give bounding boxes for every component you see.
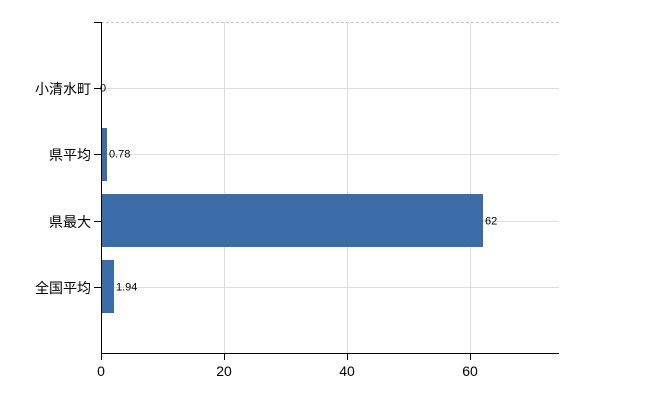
x-axis-tick-label: 60 [462,363,478,379]
y-axis-label: 全国平均 [35,280,91,296]
x-axis-tick-label: 20 [216,363,232,379]
x-axis-tick [224,354,225,360]
y-axis-tick [94,154,101,155]
gridline-horizontal [101,88,559,89]
plot-top-border [101,22,559,23]
y-axis-tick [94,88,101,89]
gridline-horizontal [101,154,559,155]
bar-value-label: 1.94 [116,281,138,294]
y-axis-tick [94,22,101,23]
x-axis-tick-label: 40 [339,363,355,379]
bar-value-label: 62 [485,215,498,228]
y-axis-line [101,22,102,354]
bar-value-label: 0.78 [109,148,131,161]
y-axis-label: 県平均 [49,147,91,163]
x-axis-tick [347,354,348,360]
x-axis-line [101,353,559,354]
y-axis-tick [94,287,101,288]
x-axis-tick [470,354,471,360]
bar [102,128,107,181]
x-axis-tick-label: 0 [97,363,105,379]
bar [102,260,114,313]
gridline-vertical [224,22,225,353]
y-axis-label: 小清水町 [35,81,91,97]
bar [102,194,483,247]
bar-value-label: 0 [100,82,107,95]
y-axis-label: 県最大 [49,214,91,230]
x-axis-tick [101,354,102,360]
gridline-vertical [347,22,348,353]
gridline-horizontal [101,287,559,288]
gridline-vertical [470,22,471,353]
y-axis-tick [94,221,101,222]
